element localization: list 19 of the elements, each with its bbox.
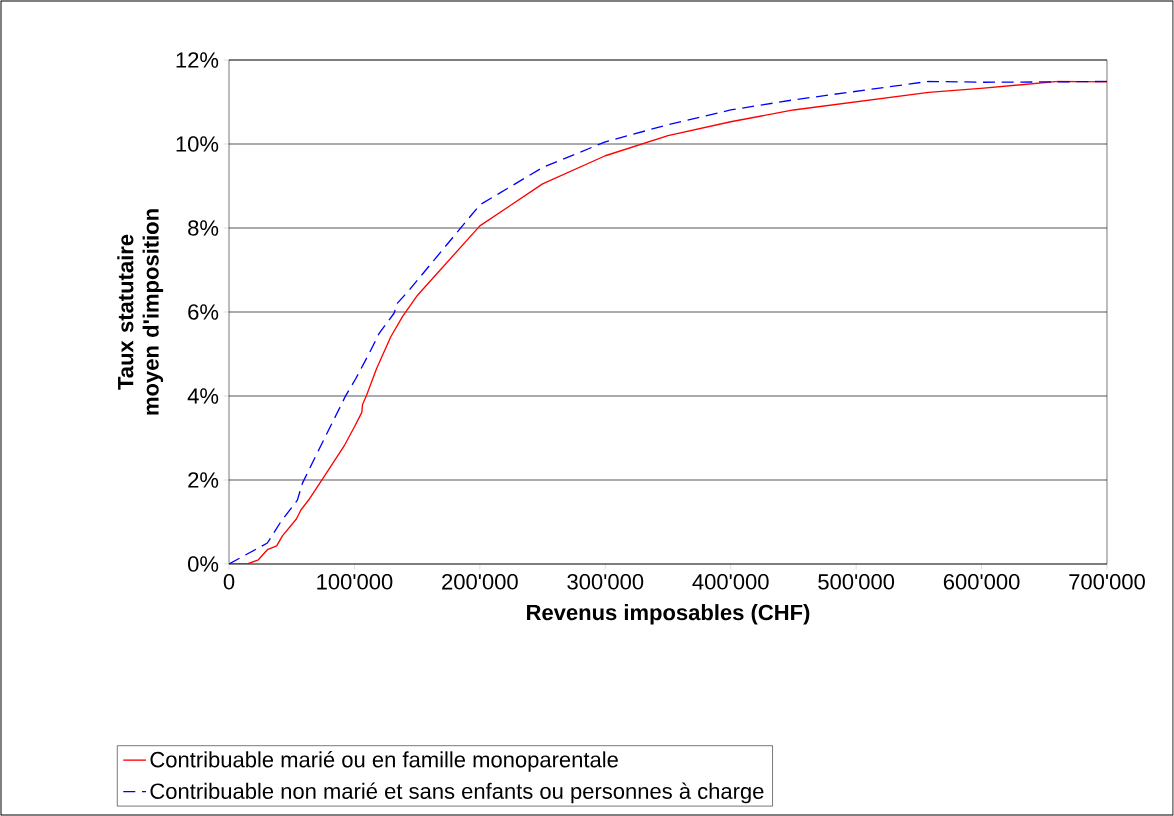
x-tick-label: 300'000 (567, 574, 644, 590)
x-tick-label: 700'000 (1069, 574, 1145, 590)
legend-label: Contribuable marié ou en famille monoparentale (150, 751, 618, 772)
y-tick-label: 4% (187, 388, 219, 404)
x-tick-label: 400'000 (692, 574, 769, 590)
y-tick-label: 8% (188, 220, 219, 236)
x-tick-label: 200'000 (442, 574, 518, 590)
y-tick-label: 12% (176, 52, 219, 68)
y-tick-label: 6% (188, 304, 219, 320)
y-axis-title: Taux statutaire moyen d'imposition (117, 209, 164, 415)
y-tick-label: 0% (188, 556, 219, 572)
x-tick-label: 500'000 (818, 574, 895, 590)
x-tick-label: 100'000 (317, 574, 393, 590)
x-tick-label: 600'000 (943, 574, 1020, 590)
y-tick-label: 10% (176, 136, 219, 152)
legend-label: Contribuable non marié et sans enfants ou personnes à charge (150, 782, 764, 804)
x-tick-label: 0 (223, 574, 235, 590)
y-tick-label: 2% (188, 472, 219, 488)
x-axis-title: Revenus imposables (CHF) (527, 604, 810, 625)
